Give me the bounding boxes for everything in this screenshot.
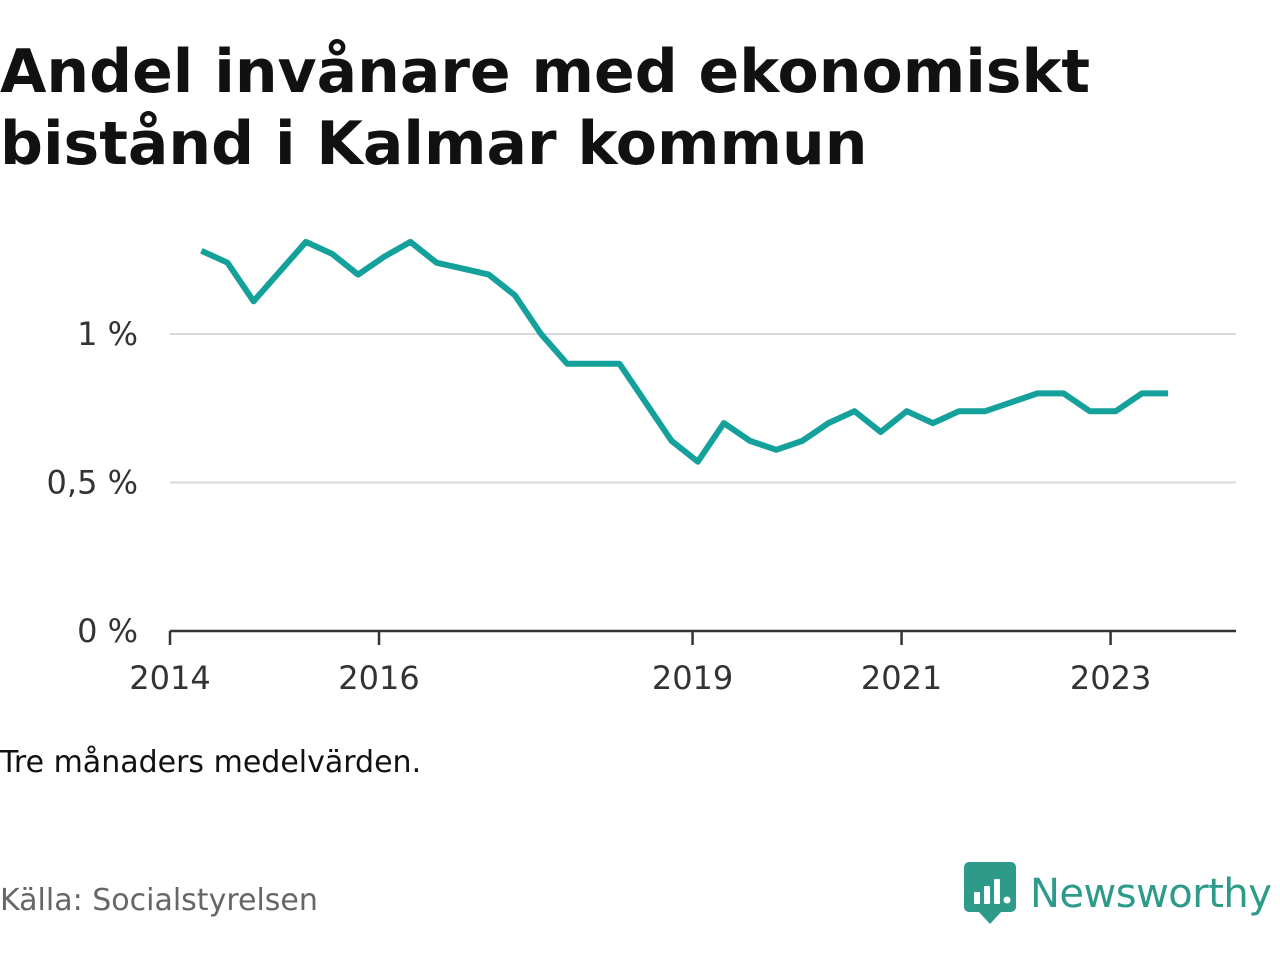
x-axis bbox=[168, 629, 1236, 645]
y-axis-tick-labels: 0 % 0,5 % 1 % bbox=[47, 315, 138, 650]
series-layer bbox=[200, 238, 1169, 465]
y-tick-label: 0 % bbox=[77, 612, 138, 650]
y-tick-label: 0,5 % bbox=[47, 463, 138, 501]
chart-title: Andel invånare med ekonomiskt bistånd i … bbox=[0, 37, 1091, 179]
line-chart: 0 % 0,5 % 1 % 2014 2016 2019 2021 2023 bbox=[47, 238, 1236, 697]
x-tick-label: 2014 bbox=[129, 659, 210, 697]
grid-lines bbox=[170, 332, 1236, 484]
newsworthy-logo-icon bbox=[964, 862, 1016, 924]
y-tick-label: 1 % bbox=[77, 315, 138, 353]
x-tick-label: 2023 bbox=[1070, 659, 1151, 697]
source-label: Källa: Socialstyrelsen bbox=[0, 883, 318, 918]
brand-name: Newsworthy bbox=[1030, 871, 1272, 917]
x-tick-label: 2021 bbox=[861, 659, 942, 697]
x-tick-label: 2016 bbox=[338, 659, 419, 697]
series-line bbox=[200, 238, 1169, 465]
x-tick-label: 2019 bbox=[652, 659, 733, 697]
x-axis-tick-labels: 2014 2016 2019 2021 2023 bbox=[129, 659, 1151, 697]
brand-logo: Newsworthy bbox=[964, 862, 1272, 926]
chart-note: Tre månaders medelvärden. bbox=[0, 745, 422, 780]
